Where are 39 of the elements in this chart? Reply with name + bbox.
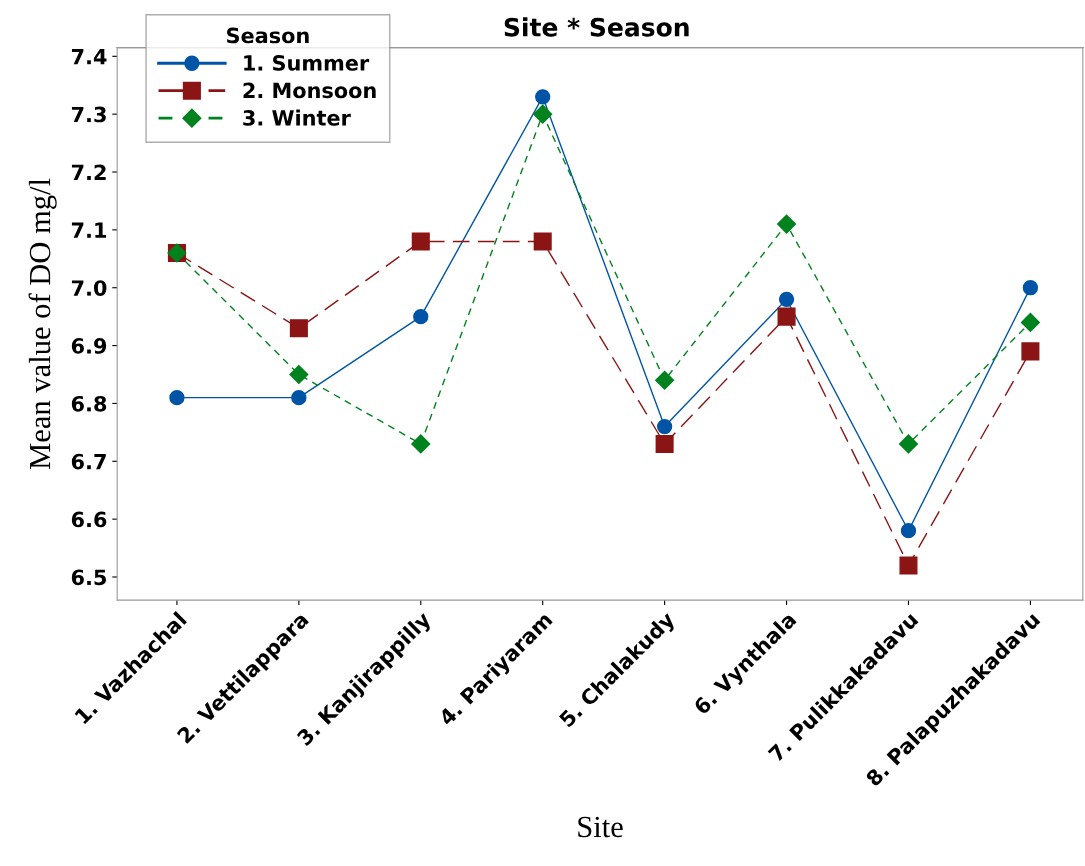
y-tick-label: 7.1 <box>71 222 107 238</box>
y-tick-label: 6.6 <box>71 511 107 528</box>
point <box>1020 312 1040 332</box>
y-tick-label: 7.3 <box>71 106 106 123</box>
point <box>411 232 430 251</box>
legend-label: 2. Monsoon <box>243 82 376 99</box>
point <box>656 418 673 435</box>
point <box>899 556 918 575</box>
point <box>655 370 675 390</box>
point <box>898 434 919 454</box>
chart-title: Site * Season <box>504 17 689 37</box>
point <box>413 309 429 325</box>
x-axis-title: Site <box>578 816 623 838</box>
point <box>533 104 553 124</box>
y-tick-label: 7.2 <box>71 164 106 180</box>
legend-title: Season <box>227 27 309 44</box>
point <box>655 434 674 453</box>
y-axis-title: Mean value of DO mg/l <box>28 178 57 469</box>
point <box>1021 342 1040 361</box>
point <box>169 390 185 406</box>
point <box>900 523 917 539</box>
y-tick-label: 6.7 <box>71 453 106 470</box>
y-tick-label: 6.8 <box>71 395 107 412</box>
y-tick-label: 7.0 <box>71 280 107 296</box>
y-tick-label: 6.5 <box>71 569 106 586</box>
point <box>777 214 797 234</box>
point <box>289 319 308 338</box>
point <box>777 307 796 326</box>
point <box>1022 280 1039 296</box>
y-tick-label: 6.9 <box>71 338 107 354</box>
point <box>291 390 307 406</box>
legend-label: 1. Summer <box>244 55 370 71</box>
point <box>533 232 552 251</box>
legend-label: 3. Winter <box>243 109 351 126</box>
point <box>289 364 309 385</box>
point <box>535 89 551 105</box>
y-tick-label: 7.4 <box>71 49 107 65</box>
point <box>411 434 431 454</box>
point <box>778 291 795 307</box>
